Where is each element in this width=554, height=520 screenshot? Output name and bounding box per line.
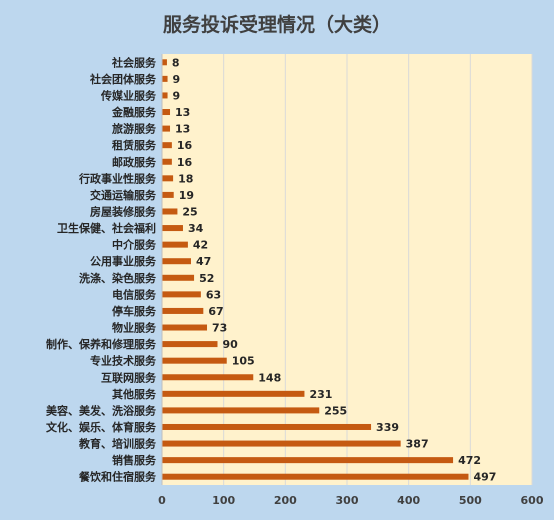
category-label: 互联网服务	[101, 370, 157, 384]
bar	[162, 175, 174, 182]
data-label: 19	[179, 189, 194, 202]
category-label: 洗涤、染色服务	[79, 271, 157, 285]
data-label: 90	[223, 338, 239, 351]
category-label: 物业服务	[112, 321, 157, 335]
category-label: 房屋装修服务	[90, 204, 157, 218]
category-label: 文化、娱乐、体育服务	[46, 420, 157, 434]
bar	[162, 158, 172, 165]
bar	[162, 291, 201, 298]
data-label: 9	[173, 73, 181, 86]
category-label: 社会团体服务	[89, 72, 157, 86]
data-label: 13	[175, 123, 190, 136]
bar	[162, 75, 168, 82]
x-tick-label: 400	[397, 494, 420, 507]
bar	[162, 125, 171, 132]
category-label: 租赁服务	[112, 138, 157, 152]
data-label: 387	[406, 438, 429, 451]
data-label: 16	[177, 139, 193, 152]
data-label: 34	[188, 222, 204, 235]
data-label: 67	[208, 305, 223, 318]
data-label: 47	[196, 255, 211, 268]
bar	[162, 407, 320, 414]
x-tick-label: 200	[274, 494, 297, 507]
category-label: 旅游服务	[112, 122, 157, 136]
x-tick-label: 500	[459, 494, 482, 507]
data-label: 8	[172, 56, 180, 69]
category-label: 教育、培训服务	[78, 437, 157, 451]
bar	[162, 109, 171, 116]
bar	[162, 208, 178, 215]
bar	[162, 457, 454, 464]
category-label: 销售服务	[112, 453, 157, 467]
x-tick-label: 0	[158, 494, 166, 507]
bar	[162, 374, 254, 381]
bar	[162, 341, 218, 348]
bar	[162, 390, 305, 397]
data-label: 16	[177, 156, 193, 169]
category-label: 餐饮和住宿服务	[78, 470, 157, 484]
category-label: 美容、美发、洗浴服务	[46, 403, 157, 417]
data-label: 231	[309, 388, 332, 401]
category-label: 制作、保养和修理服务	[46, 337, 157, 351]
category-label: 其他服务	[112, 387, 157, 401]
bar	[162, 307, 204, 314]
bar	[162, 59, 167, 66]
category-label: 电信服务	[112, 287, 157, 301]
category-label: 邮政服务	[112, 155, 157, 169]
bar	[162, 241, 188, 248]
data-label: 13	[175, 106, 190, 119]
data-label: 105	[232, 355, 255, 368]
data-label: 472	[458, 454, 481, 467]
bar	[162, 258, 191, 265]
data-label: 63	[206, 288, 221, 301]
bar	[162, 274, 195, 281]
category-label: 金融服务	[111, 105, 157, 119]
category-label: 行政事业性服务	[78, 171, 157, 185]
bar	[162, 324, 208, 331]
bar	[162, 423, 372, 430]
category-label: 卫生保健、社会福利	[57, 221, 156, 235]
bar	[162, 473, 469, 480]
bar	[162, 142, 172, 149]
category-label: 传媒业服务	[100, 88, 157, 102]
chart-title: 服务投诉受理情况（大类）	[162, 14, 391, 36]
data-label: 52	[199, 272, 214, 285]
data-label: 25	[182, 205, 197, 218]
bar	[162, 225, 183, 232]
data-label: 42	[193, 239, 208, 252]
data-label: 18	[178, 172, 193, 185]
data-label: 497	[473, 471, 496, 484]
bar	[162, 440, 401, 447]
bar	[162, 92, 168, 99]
bar	[162, 357, 227, 364]
data-label: 255	[324, 404, 347, 417]
category-label: 交通运输服务	[90, 188, 157, 202]
x-tick-label: 300	[336, 494, 359, 507]
data-label: 73	[212, 322, 227, 335]
category-label: 公用事业服务	[90, 254, 157, 268]
category-label: 社会服务	[111, 55, 157, 69]
bar	[162, 191, 174, 198]
data-label: 148	[258, 371, 281, 384]
category-label: 停车服务	[112, 304, 157, 318]
category-label: 中介服务	[112, 238, 157, 252]
x-tick-label: 600	[521, 494, 544, 507]
data-label: 9	[173, 89, 181, 102]
x-tick-label: 100	[212, 494, 235, 507]
data-label: 339	[376, 421, 399, 434]
category-label: 专业技术服务	[90, 354, 157, 368]
